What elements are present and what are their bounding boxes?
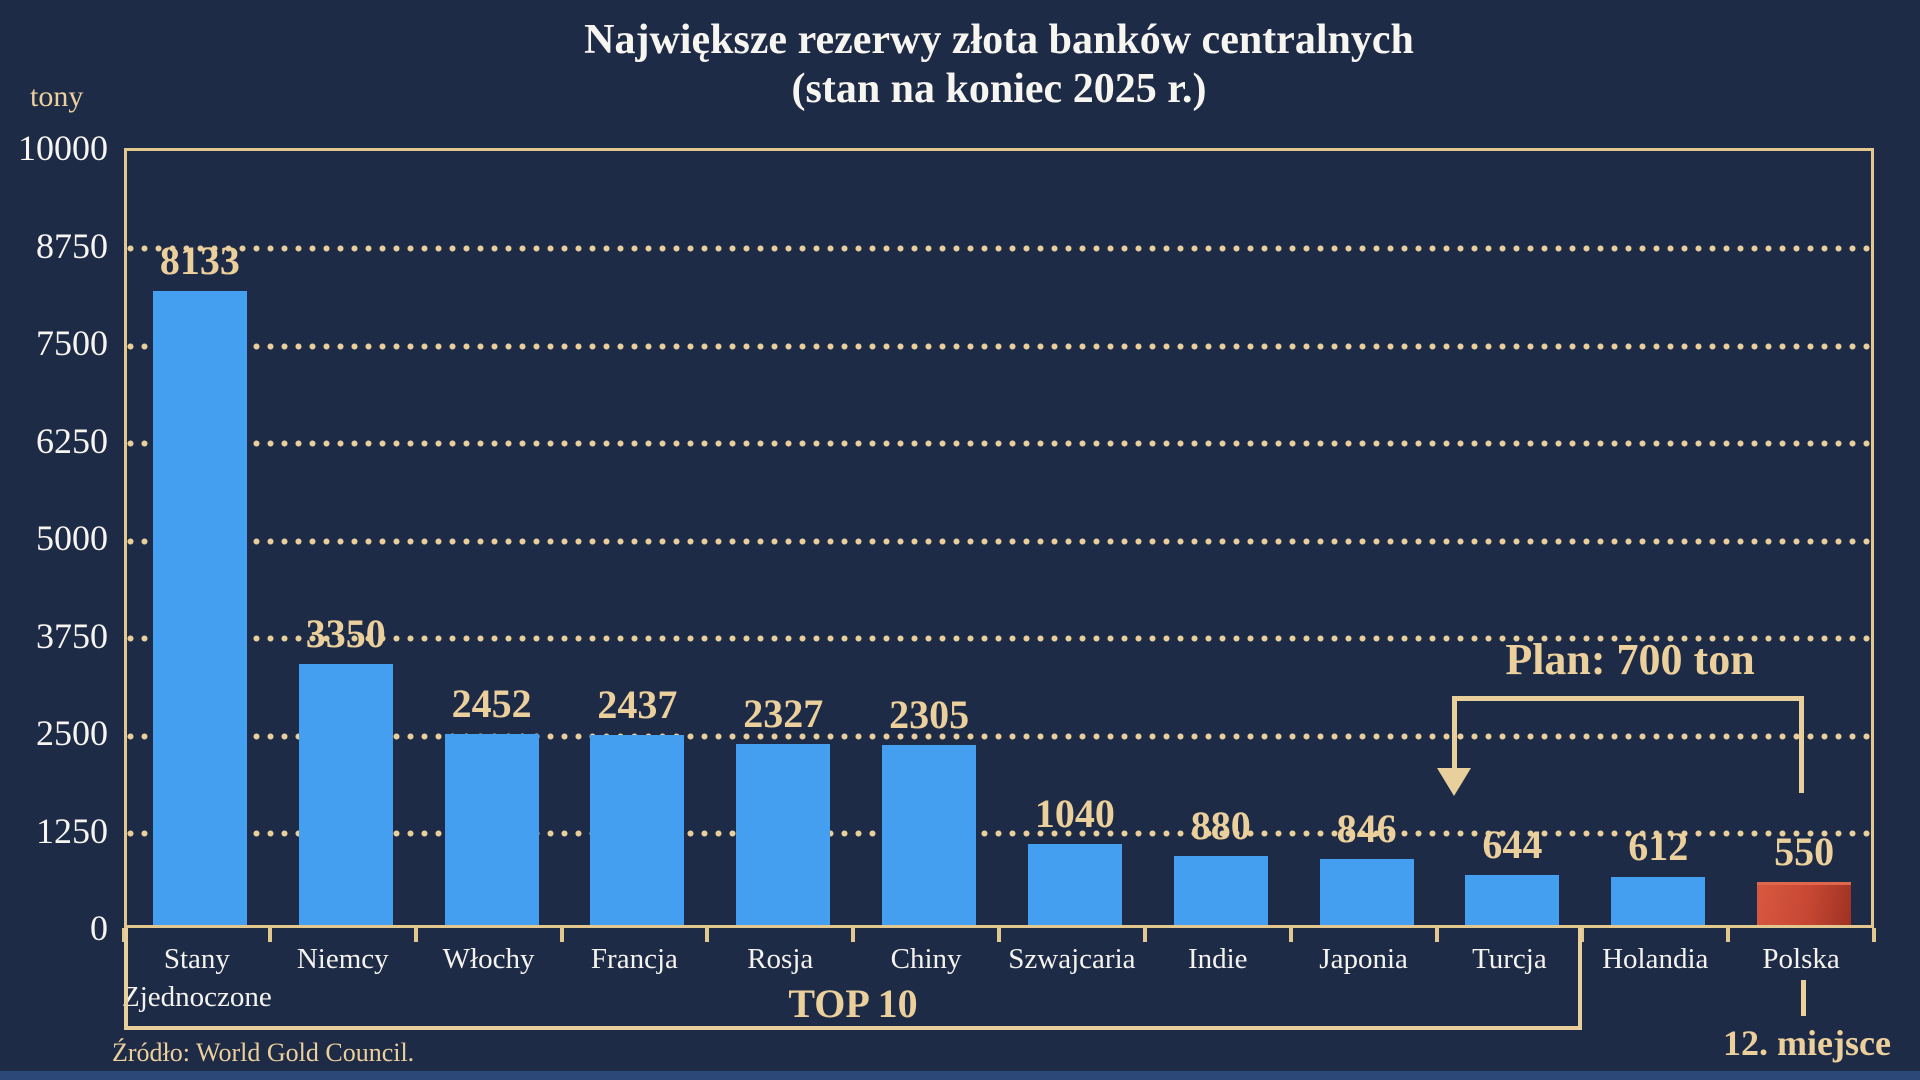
gridline xyxy=(127,732,1871,740)
bottom-strip xyxy=(0,1071,1920,1080)
bar-value-label: 3350 xyxy=(305,610,386,656)
x-axis-tick xyxy=(1288,928,1293,942)
gridline xyxy=(127,342,1871,350)
bar xyxy=(590,734,685,925)
x-axis-category-label: Chiny xyxy=(890,943,962,975)
x-axis-category-label: Polska xyxy=(1762,943,1840,975)
y-axis-tick-label: 8750 xyxy=(36,225,108,266)
bar-value-label: 550 xyxy=(1774,829,1835,875)
bar xyxy=(1611,877,1706,925)
bar-value-label: 1040 xyxy=(1034,790,1115,836)
bar xyxy=(298,663,393,925)
bar xyxy=(882,745,977,925)
y-axis-tick-label: 7500 xyxy=(36,323,108,363)
gridline xyxy=(127,245,1871,252)
x-axis-tick xyxy=(559,928,564,942)
bar-value-label: 2305 xyxy=(889,692,970,738)
x-axis-tick xyxy=(267,928,272,942)
chart-title: Największe rezerwy złota banków centraln… xyxy=(124,16,1874,113)
y-axis-tick-label: 3750 xyxy=(36,615,108,656)
y-axis-tick-label: 6250 xyxy=(36,420,108,461)
chart-title-line2: (stan na koniec 2025 r.) xyxy=(791,65,1207,112)
x-axis-category-label: Niemcy xyxy=(296,943,389,975)
gridline xyxy=(127,537,1871,545)
y-axis-tick-label: 2500 xyxy=(36,713,108,753)
top10-label: TOP 10 xyxy=(788,981,918,1026)
bar xyxy=(1173,856,1268,925)
x-axis-category-label: Turcja xyxy=(1472,943,1547,975)
x-axis-tick xyxy=(1434,928,1439,942)
x-axis-category-label: Włochy xyxy=(442,943,535,975)
bar-value-label: 2327 xyxy=(743,690,824,736)
plan-bracket-left-line xyxy=(1452,696,1457,770)
x-axis-category-label: Rosja xyxy=(747,943,814,975)
x-axis-category-label: Indie xyxy=(1187,943,1248,975)
bar xyxy=(1465,874,1560,925)
plan-bracket-horizontal-line xyxy=(1452,696,1804,701)
bar-value-label: 880 xyxy=(1190,803,1251,849)
y-axis-tick-label: 0 xyxy=(90,908,108,948)
x-axis-tick xyxy=(1872,928,1876,942)
x-axis-category-label: Holandia xyxy=(1602,943,1709,975)
top10-bracket xyxy=(124,928,1582,1030)
x-axis-tick xyxy=(851,928,856,942)
y-axis-tick-label: 10000 xyxy=(18,128,108,168)
gridline xyxy=(127,635,1871,642)
x-axis-tick xyxy=(997,928,1001,942)
bar xyxy=(152,290,247,925)
x-axis-category-label: Japonia xyxy=(1319,943,1408,975)
x-axis-category-label: Stany Zjednoczone xyxy=(122,943,272,1013)
x-axis-tick xyxy=(1142,928,1147,942)
plan-annotation-label: Plan: 700 ton xyxy=(1505,635,1755,684)
bar-value-label: 612 xyxy=(1628,824,1689,870)
source-note: Źródło: World Gold Council. xyxy=(112,1038,415,1067)
gridline xyxy=(127,830,1871,837)
x-axis-category-label: Szwajcaria xyxy=(1008,943,1136,975)
y-axis-unit-label: tony xyxy=(30,80,84,113)
bar-value-label: 2437 xyxy=(597,681,678,727)
plan-arrow-down-icon xyxy=(1437,768,1471,796)
gridline xyxy=(127,440,1871,447)
bar-value-label: 8133 xyxy=(159,237,240,283)
y-axis-tick-label: 1250 xyxy=(36,810,108,851)
plot-area: 8133 3350 2452 2437 2327 2305 1040 880 846 644 612… xyxy=(124,148,1874,928)
x-axis-category-label: Francja xyxy=(590,943,678,975)
polska-rank-label: 12. miejsce xyxy=(1723,1023,1891,1063)
x-axis-tick xyxy=(1726,928,1731,942)
x-axis-tick xyxy=(413,928,418,942)
x-axis-tick xyxy=(1580,928,1585,942)
x-axis-tick xyxy=(705,928,710,942)
bar xyxy=(444,733,539,925)
bar xyxy=(1757,882,1852,925)
bar-value-label: 644 xyxy=(1482,821,1543,867)
bar-value-label: 2452 xyxy=(451,680,532,726)
bar xyxy=(1027,843,1122,925)
bar-value-label: 846 xyxy=(1336,806,1397,852)
bar xyxy=(736,743,831,925)
bar xyxy=(1319,859,1414,925)
y-axis-tick-label: 5000 xyxy=(36,518,108,558)
plan-bracket-right-line xyxy=(1799,696,1804,793)
chart-title-line1: Największe rezerwy złota banków centraln… xyxy=(584,17,1414,63)
polska-rank-connector-line xyxy=(1801,980,1806,1016)
